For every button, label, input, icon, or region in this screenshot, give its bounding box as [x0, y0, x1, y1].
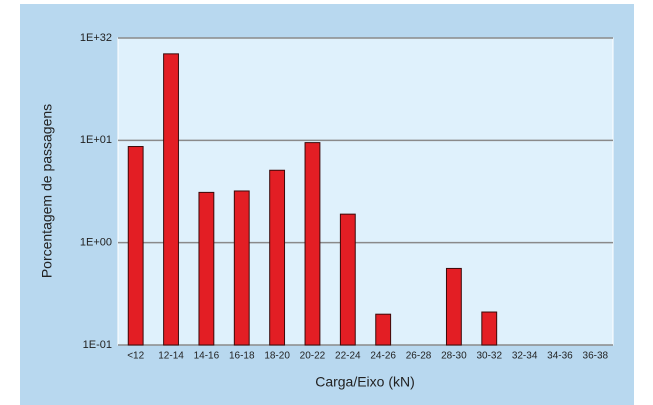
plot-area	[117, 37, 614, 346]
bar	[339, 213, 356, 346]
bar	[304, 142, 321, 346]
bar	[481, 311, 498, 346]
x-tick-label: 32-34	[512, 351, 538, 362]
bar	[233, 190, 250, 346]
x-tick-label: <12	[127, 351, 144, 362]
bar	[127, 146, 144, 346]
y-axis-label: Porcentagem de passagens	[39, 104, 55, 278]
x-tick-label: 36-38	[583, 351, 609, 362]
x-tick-label: 22-24	[335, 351, 361, 362]
bar	[445, 267, 462, 346]
x-tick-label: 34-36	[547, 351, 573, 362]
bar	[375, 313, 392, 346]
x-tick-label: 20-22	[300, 351, 326, 362]
x-tick-label: 24-26	[370, 351, 396, 362]
y-tick-label: 1E-01	[83, 339, 112, 351]
y-tick-label: 1E+32	[80, 32, 112, 44]
x-tick-label: 26-28	[406, 351, 432, 362]
bar	[198, 191, 215, 346]
x-tick-label: 30-32	[476, 351, 502, 362]
y-tick-label: 1E+01	[80, 134, 112, 146]
bar	[269, 169, 286, 346]
x-tick-label: 12-14	[158, 351, 184, 362]
bar	[163, 53, 179, 346]
x-tick-label: 14-16	[194, 351, 220, 362]
x-tick-label: 28-30	[441, 351, 467, 362]
x-tick-label: 16-18	[229, 351, 255, 362]
x-tick-label: 18-20	[264, 351, 290, 362]
y-tick-label: 1E+00	[80, 237, 112, 249]
x-axis-label: Carga/Eixo (kN)	[315, 374, 415, 390]
